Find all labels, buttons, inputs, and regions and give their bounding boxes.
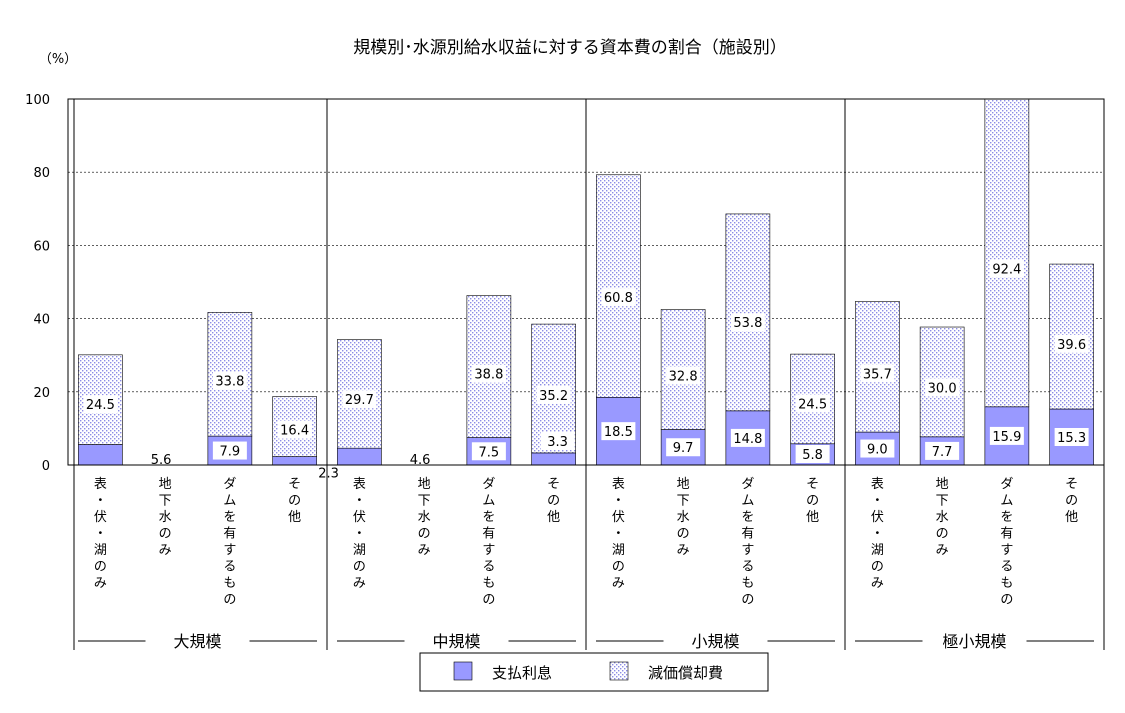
category-label: 表・伏・湖のみ [353,477,366,591]
data-label-depreciation: 53.8 [733,316,762,331]
bar-interest [272,456,317,466]
data-label-interest: 5.8 [802,448,823,463]
data-label-box [1054,334,1089,353]
bar-interest [337,447,382,466]
data-label-box [925,378,960,397]
data-label-box [212,371,247,390]
data-label-depreciation: 38.8 [474,368,503,383]
legend-label-depreciation: 減価償却費 [648,664,723,682]
data-label-box [601,422,636,441]
bar-interest [531,452,576,466]
data-label-interest: 2.3 [318,467,339,482]
data-label-box [536,385,571,404]
data-label-interest: 7.7 [932,445,953,460]
data-label-box [277,420,312,439]
data-label-interest: 3.3 [547,435,568,450]
category-label: ダムを有するもの [741,477,754,608]
data-label-box [666,438,701,457]
data-label-depreciation: 32.8 [669,369,698,384]
group-label: 中規模 [432,632,480,651]
bar-interest [78,444,123,466]
data-label-interest: 15.9 [992,430,1021,445]
y-axis-unit: （%） [39,52,77,67]
data-label-depreciation: 29.7 [345,393,374,408]
category-label: その他 [288,477,301,525]
category-label: 地下水のみ [418,477,431,558]
data-label-box [989,259,1024,278]
data-label-box [83,395,118,414]
category-label: ダムを有するもの [482,477,495,608]
data-label-box [860,439,895,458]
category-label: ダムを有するもの [223,477,236,608]
data-label-box [212,441,247,460]
bar-depreciation [984,98,1030,408]
data-label-depreciation: 35.2 [539,389,568,404]
y-tick-label: 100 [25,93,50,108]
y-tick-label: 40 [33,313,50,328]
category-label: 地下水のみ [677,477,690,558]
data-label-box [730,313,765,332]
data-label-interest: 7.5 [479,445,500,460]
data-label-interest: 9.7 [673,441,694,456]
category-label: 地下水のみ [936,477,949,558]
legend-box [419,652,769,692]
category-label: 表・伏・湖のみ [612,477,625,591]
data-label-box [989,426,1024,445]
y-tick-label: 80 [33,166,50,181]
data-label-depreciation: 30.0 [928,381,957,396]
data-label-box [795,445,830,463]
data-label-box [730,428,765,447]
data-label-depreciation: 92.4 [992,262,1021,277]
data-label-interest: 7.9 [220,445,241,460]
data-label-interest: 4.6 [410,453,431,468]
group-label: 小規模 [691,632,739,651]
chart-title: 規模別･水源別給水収益に対する資本費の割合（施設別） [353,38,787,58]
data-label-depreciation: 24.5 [86,398,115,413]
group-label: 極小規模 [942,632,1006,651]
legend-swatch-depreciation [609,661,629,681]
data-label-box [601,288,636,307]
category-label: その他 [1065,477,1078,525]
category-label: 地下水のみ [159,477,172,558]
data-label-interest: 9.0 [867,443,888,458]
data-label-depreciation: 24.5 [798,397,827,412]
data-label-box [540,431,575,450]
data-label-box [925,441,960,460]
data-label-box [471,442,506,461]
data-label-box [342,390,377,409]
data-label-box [1054,428,1089,447]
category-label: 表・伏・湖のみ [871,477,884,591]
category-label: その他 [806,477,819,525]
bar-depreciation [725,213,771,412]
legend-swatch-interest [453,661,473,681]
y-tick-label: 60 [33,239,50,254]
y-tick-label: 0 [42,459,50,474]
data-label-depreciation: 16.4 [280,424,309,439]
data-label-interest: 14.8 [733,432,762,447]
legend-label-interest: 支払利息 [492,664,552,682]
data-label-interest: 18.5 [604,425,633,440]
data-label-box [860,364,895,383]
data-label-interest: 5.6 [151,453,172,468]
bar-depreciation [596,174,641,398]
data-label-depreciation: 39.6 [1057,338,1086,353]
data-label-box [666,366,701,385]
category-label: その他 [547,477,560,525]
data-label-interest: 15.3 [1057,431,1086,446]
group-label: 大規模 [173,632,221,651]
data-label-depreciation: 33.8 [215,374,244,389]
data-label-box [471,364,506,383]
category-label: 表・伏・湖のみ [94,477,107,591]
category-label: ダムを有するもの [1000,477,1013,608]
data-label-depreciation: 35.7 [863,367,892,382]
data-label-box [795,394,830,413]
y-tick-label: 20 [33,386,50,401]
data-label-depreciation: 60.8 [604,291,633,306]
